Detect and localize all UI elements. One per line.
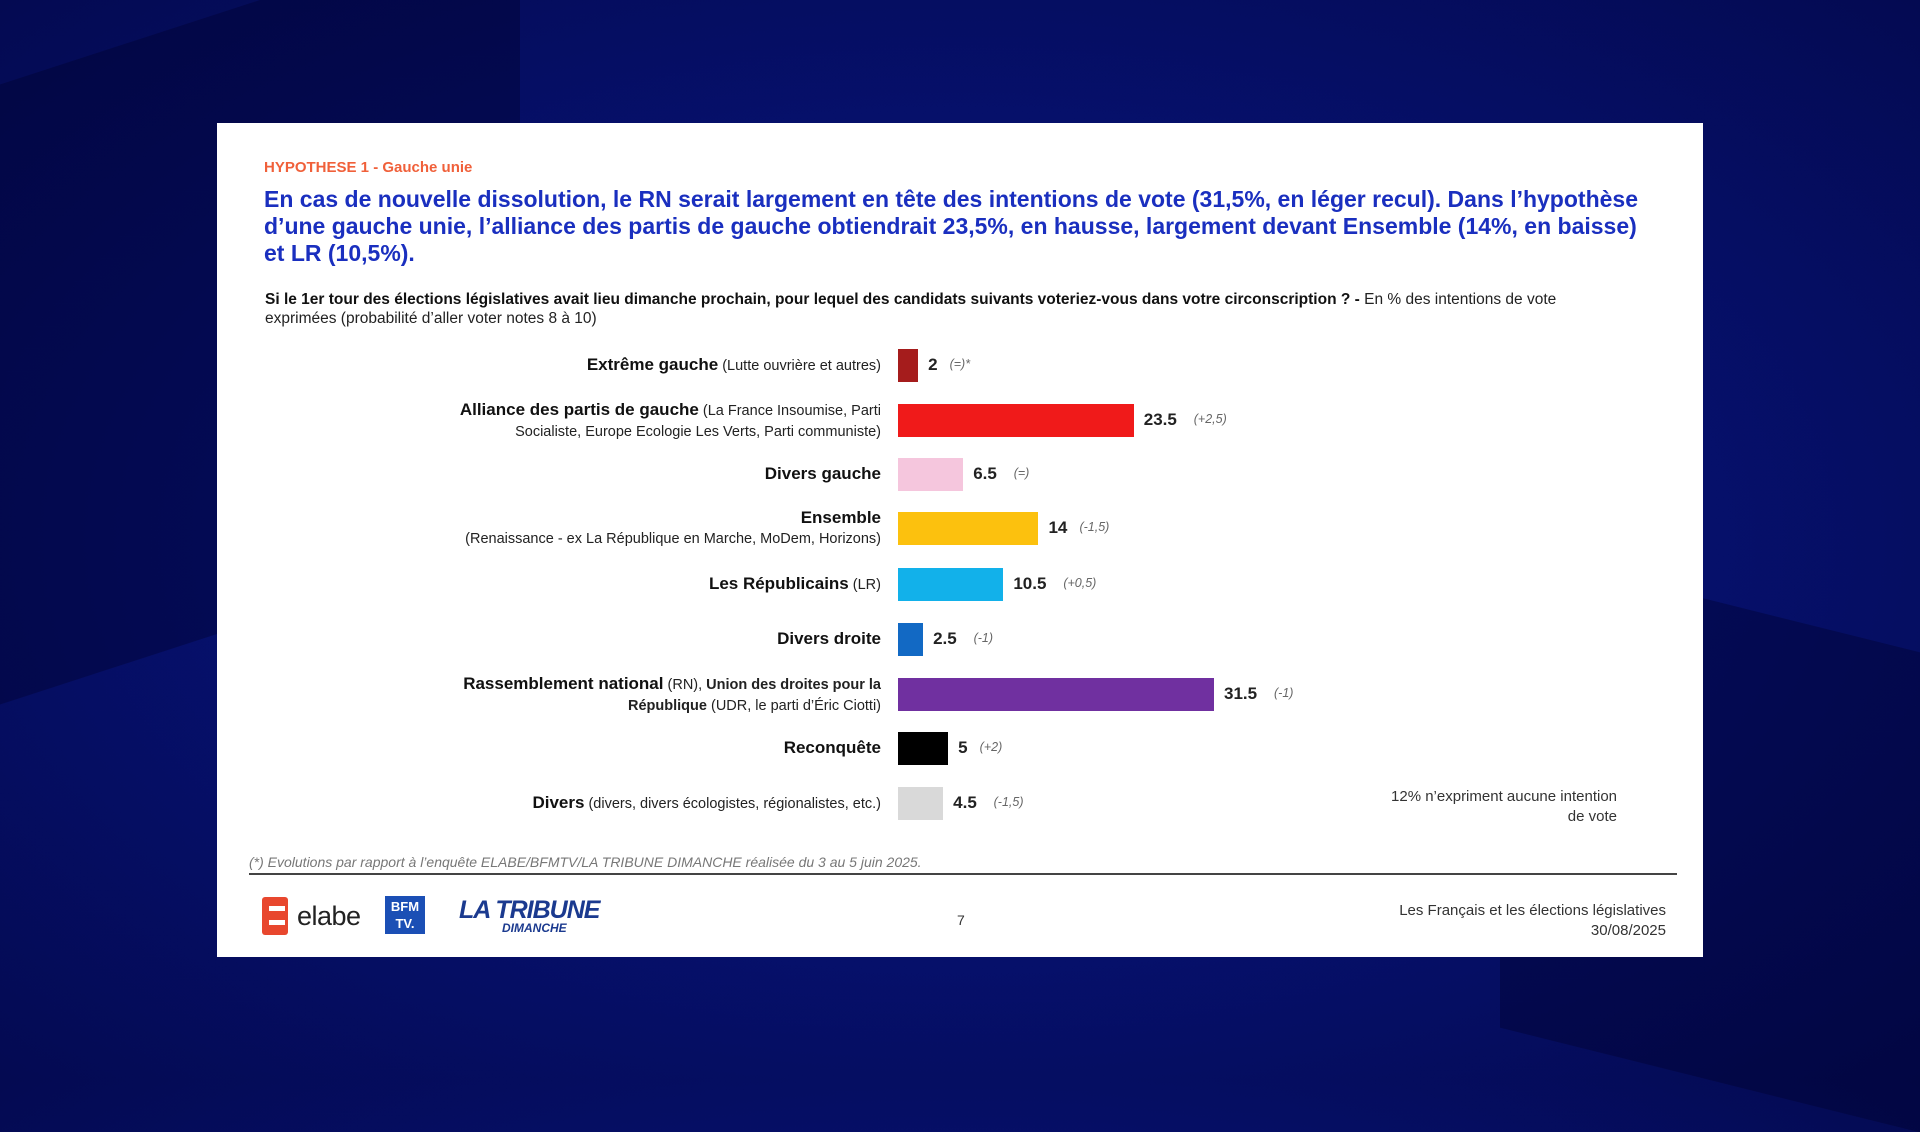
elabe-wordmark: elabe (297, 900, 361, 931)
category-label: Ensemble (Renaissance - ex La République … (465, 508, 881, 549)
bar-value-label: 2.5 (933, 629, 957, 648)
chart-bar (898, 678, 1214, 711)
chart-bar (898, 787, 944, 820)
category-name: Divers gauche (764, 464, 881, 483)
chart-bar (898, 623, 924, 656)
chart-bar (898, 349, 919, 382)
bar-value-label: 14 (1048, 518, 1068, 537)
report-title: Les Français et les élections législativ… (1399, 902, 1666, 919)
dimanche-text: DIMANCHE (502, 921, 567, 935)
category-label: Extrême gauche (Lutte ouvrière et autres… (587, 355, 881, 376)
category-name: Divers droite (777, 629, 881, 648)
bar-change-label: (-1,5) (1079, 520, 1110, 534)
bar-value-label: 2 (928, 355, 938, 374)
la-tribune-text: LA TRIBUNE (459, 896, 600, 924)
chart-bar (898, 458, 964, 491)
bar-change-label: (-1) (973, 631, 994, 645)
category-detail: (divers, divers écologistes, régionalist… (584, 796, 881, 812)
headline: En cas de nouvelle dissolution, le RN se… (264, 186, 1638, 266)
category-name: Rassemblement national (463, 674, 664, 693)
chart-bar (898, 732, 949, 765)
category-detail: (RN), Union des droites pour la Républiqu… (628, 677, 881, 714)
bar-change-label: (-1) (1274, 686, 1294, 700)
chart-bar (898, 568, 1004, 601)
category-label: Divers droite (777, 629, 881, 650)
category-label: Reconquête (784, 738, 881, 759)
report-date: 30/08/2025 (1590, 922, 1666, 939)
question-rest: En % des intentions de vote exprimées (p… (265, 291, 1557, 327)
category-detail: (Renaissance - ex La République en March… (465, 531, 881, 547)
category-label: Divers (divers, divers écologistes, régi… (532, 793, 881, 814)
category-label: Divers gauche (765, 464, 881, 485)
chart-bar (898, 512, 1039, 545)
category-detail: (La France Insoumise, Parti Socialiste, E… (515, 403, 881, 440)
elabe-logo: elabe (262, 897, 361, 935)
bar-change-label: (+2) (979, 740, 1003, 754)
category-label: Alliance des partis de gauche (La France… (460, 400, 881, 442)
bar-value-label: 6.5 (973, 464, 997, 483)
bar-change-label: (+0,5) (1063, 576, 1097, 590)
bar-value-label: 23.5 (1143, 410, 1177, 429)
bar-value-label: 5 (958, 738, 968, 757)
tv-text: TV. (395, 916, 415, 931)
category-label: Rassemblement national (RN), Union des d… (463, 674, 881, 716)
report-info: Les Français et les élections législativ… (1399, 901, 1666, 941)
bar-change-label: (+2,5) (1193, 412, 1227, 426)
question-bold: Si le 1er tour des élections législative… (265, 291, 1360, 308)
chart-bar (898, 404, 1134, 437)
bar-change-label: (-1,5) (993, 795, 1024, 809)
bar-value-label: 10.5 (1013, 574, 1047, 593)
question: Si le 1er tour des élections législative… (265, 290, 1625, 328)
elabe-mark-icon (262, 897, 288, 935)
category-name: Les Républicains (708, 574, 849, 593)
category-name: Ensemble (800, 508, 881, 527)
category-name: Divers (532, 793, 585, 812)
slide: HYPOTHESE 1 - Gauche unie En cas de nouv… (217, 123, 1703, 957)
hypothesis-label: HYPOTHESE 1 - Gauche unie (264, 159, 473, 176)
bfmtv-logo: BFM TV. (385, 896, 425, 934)
la-tribune-logo: LA TRIBUNE DIMANCHE (459, 896, 600, 935)
page-number: 7 (957, 912, 965, 928)
abstention-note: 12% n’expriment aucune intention de vote (1391, 788, 1617, 825)
footer-divider (249, 873, 1677, 875)
bar-change-label: (=)* (949, 357, 971, 371)
bfm-text: BFM (390, 899, 420, 914)
category-detail: (Lutte ouvrière et autres) (718, 358, 881, 374)
bar-change-label: (=) (1013, 466, 1030, 480)
category-name: Extrême gauche (586, 355, 719, 374)
category-detail: (LR) (848, 577, 881, 593)
footnote: (*) Evolutions par rapport à l’enquête E… (249, 854, 922, 870)
bar-value-label: 4.5 (953, 793, 977, 812)
category-name: Alliance des partis de gauche (459, 400, 699, 419)
category-label: Les Républicains (LR) (709, 574, 881, 595)
bar-value-label: 31.5 (1224, 684, 1258, 703)
category-name: Reconquête (783, 738, 881, 757)
